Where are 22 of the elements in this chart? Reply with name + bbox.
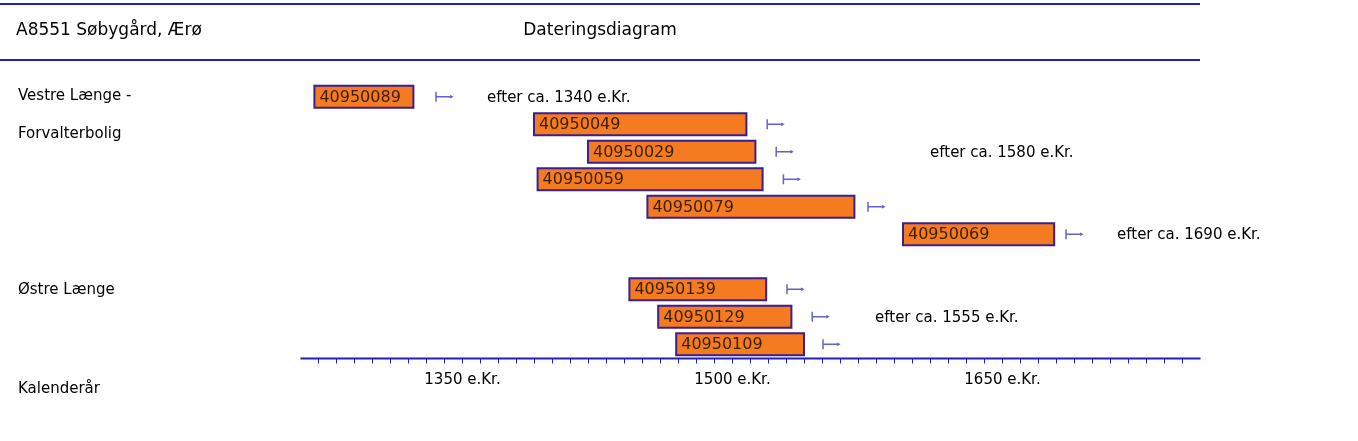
text: A8551 Søbygård, Ærø: [16, 19, 202, 39]
y-tick-label: 40950069: [908, 224, 990, 244]
annotation: efter ca. 1555 e.Kr.: [875, 307, 1019, 326]
y-tick-label: 40950079: [652, 196, 734, 216]
chart-title: Dateringsdiagram: [523, 19, 677, 39]
y-tick-label: 40950049: [539, 114, 621, 134]
x-tick-label: 1350 e.Kr.: [424, 369, 501, 388]
annotation: efter ca. 1690 e.Kr.: [1117, 225, 1261, 244]
annotation: efter ca. 1340 e.Kr.: [487, 87, 631, 106]
y-tick-label: 40950139: [634, 279, 716, 299]
annotation: efter ca. 1580 e.Kr.: [930, 142, 1074, 161]
y-tick-label: 40950029: [593, 141, 675, 161]
y-tick-label: 40950089: [319, 86, 401, 106]
x-tick-label: 1500 e.Kr.: [694, 369, 771, 388]
y-tick-label: 40950129: [663, 306, 745, 326]
y-tick-label: 40950109: [681, 334, 763, 354]
y-tick-label: 40950059: [542, 169, 625, 189]
text: Vestre Længe - Forvalterbolig: [18, 85, 132, 142]
bar: [536, 167, 764, 192]
x-tick-label: 1650 e.Kr.: [964, 369, 1041, 388]
text: Østre Længe: [18, 280, 115, 299]
text: Kalenderår: [18, 379, 101, 397]
